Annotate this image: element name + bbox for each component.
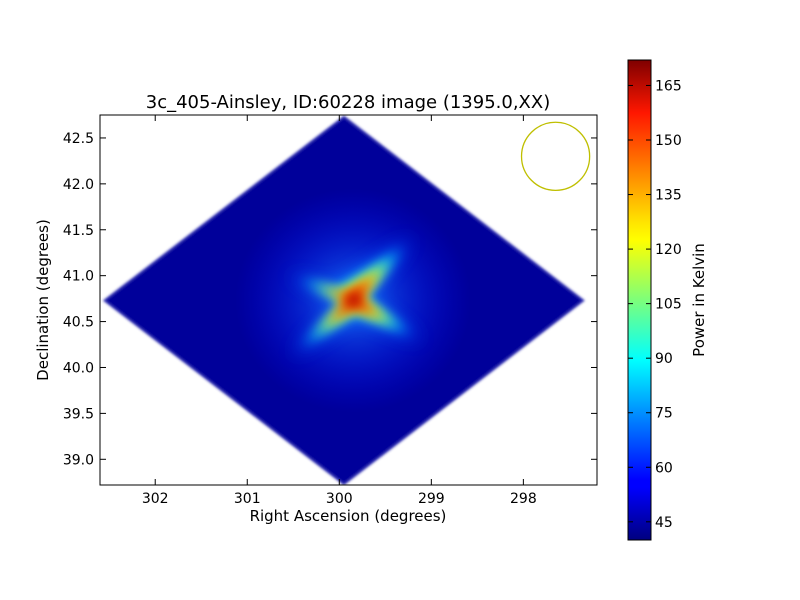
x-tick-label: 302 (142, 491, 169, 507)
y-tick-label: 42.0 (63, 177, 94, 193)
source-contour-7 (344, 291, 363, 309)
y-tick-label: 39.0 (63, 452, 94, 468)
colorbar-label: Power in Kelvin (690, 243, 708, 357)
y-tick-label: 42.5 (63, 131, 94, 147)
colorbar-tick-label: 150 (655, 133, 682, 149)
x-tick-label: 300 (326, 491, 353, 507)
colorbar-tick-label: 90 (655, 351, 673, 367)
plot-frame (99, 114, 598, 486)
colorbar-tick-label: 120 (655, 242, 682, 258)
colorbar-gradient (627, 59, 652, 541)
x-tick-label: 301 (234, 491, 261, 507)
colorbar-tick-label: 135 (655, 188, 682, 204)
x-tick-label: 298 (510, 491, 537, 507)
colorbar-tick-label: 45 (655, 515, 673, 531)
y-tick-label: 41.5 (63, 223, 94, 239)
colorbar-tick-label: 75 (655, 406, 673, 422)
heatmap-image (102, 115, 585, 485)
y-tick-label: 41.0 (63, 269, 94, 285)
y-axis-label: Declination (degrees) (34, 219, 52, 381)
colorbar: 45 60 75 90 105 120 135 150 165 Power in Kelvin (627, 59, 708, 541)
colorbar-tick-label: 60 (655, 460, 673, 476)
beam-circle (520, 121, 591, 192)
y-tick-label: 39.5 (63, 406, 94, 422)
chart-title: 3c_405-Ainsley, ID:60228 image (1395.0,X… (146, 92, 551, 113)
x-tick-label: 299 (418, 491, 445, 507)
y-tick-label: 40.5 (63, 315, 94, 331)
plot-area (100, 115, 597, 485)
y-tick-label: 40.0 (63, 360, 94, 376)
y-axis-ticks: 39.0 39.5 40.0 40.5 41.0 41.5 42.0 42.5 (63, 131, 597, 468)
x-axis-label: Right Ascension (degrees) (250, 507, 447, 525)
colorbar-ticks: 45 60 75 90 105 120 135 150 165 (628, 78, 682, 531)
colorbar-tick-label: 165 (655, 78, 682, 94)
colorbar-tick-label: 105 (655, 297, 682, 313)
x-axis-ticks: 302 301 300 299 298 (142, 115, 537, 507)
